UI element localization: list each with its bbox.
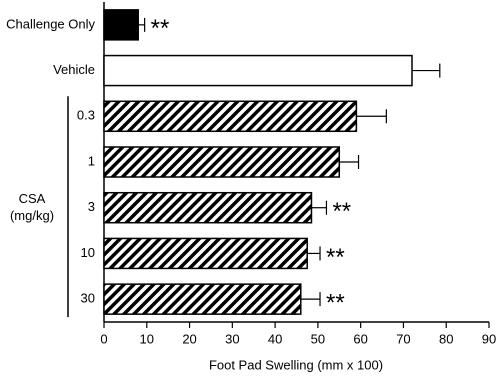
bar [103,146,341,178]
group-label: (mg/kg) [10,208,54,223]
x-tick-label: 10 [140,331,154,346]
x-tick-label: 40 [268,331,282,346]
x-axis-title: Foot Pad Swelling (mm x 100) [209,357,383,372]
bar [103,9,139,41]
bar [103,191,313,224]
x-tick-label: 0 [100,331,107,346]
x-tick-label: 80 [439,331,453,346]
x-tick-label: 70 [396,331,410,346]
bar [103,237,308,270]
y-tick-label: 10 [81,245,95,260]
y-tick-label: Vehicle [53,62,95,77]
significance: ** [326,244,345,271]
x-tick-label: 90 [482,331,496,346]
x-tick-label: 60 [353,331,367,346]
x-tick-label: 20 [182,331,196,346]
significance: ** [332,198,351,225]
x-tick-label: 30 [225,331,239,346]
group-label: CSA [19,191,46,206]
y-tick-label: 0.3 [77,108,95,123]
significance: ** [151,15,170,42]
x-tick-label: 50 [311,331,325,346]
significance: ** [326,289,345,316]
bar [103,283,302,315]
y-tick-label: 3 [88,199,95,214]
bar [103,54,413,87]
y-tick-label: 30 [81,291,95,306]
bar [103,100,358,133]
y-tick-label: Challenge Only [6,16,95,31]
y-tick-label: 1 [88,153,95,168]
